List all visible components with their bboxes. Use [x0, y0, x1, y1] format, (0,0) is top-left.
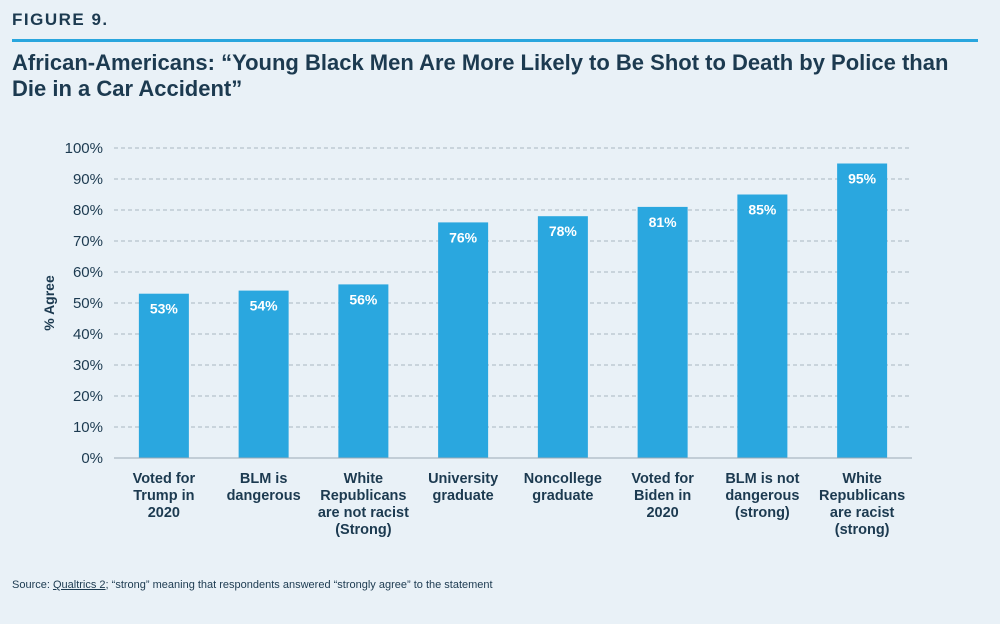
data-label: 54%: [250, 298, 279, 314]
x-category-label: BLM is dangerous: [227, 471, 301, 504]
y-axis-label: % Agree: [41, 275, 57, 331]
bar: [438, 222, 489, 458]
x-category-label: Voted for Biden in 2020: [631, 471, 694, 521]
data-label: 53%: [150, 301, 179, 317]
bar: [138, 293, 189, 458]
figure-label: FIGURE 9.: [12, 10, 109, 29]
y-tick-label: 80%: [73, 202, 103, 219]
y-tick-label: 100%: [65, 140, 103, 157]
bar: [737, 194, 788, 458]
bar-chart: 0% 10% 20% 30% 40% 50% 60% 70% 80% 90% 100% % Agre…: [41, 140, 912, 538]
y-tick-label: 90%: [73, 171, 103, 188]
chart-title: African-Americans: “Young Black Men Are …: [12, 50, 949, 101]
gridlines: [114, 147, 912, 428]
x-category-label: White Republicans are racist (strong): [819, 471, 905, 538]
y-tick-label: 10%: [73, 419, 103, 436]
x-category-label: University graduate: [428, 471, 498, 504]
y-tick-label: 60%: [73, 264, 103, 281]
bar: [238, 290, 289, 458]
data-label: 56%: [349, 291, 378, 307]
data-label: 81%: [649, 214, 678, 230]
data-label: 78%: [549, 223, 578, 239]
data-label: 76%: [449, 229, 478, 245]
bar: [837, 163, 888, 458]
x-category-label: Noncollege graduate: [524, 471, 602, 504]
data-label: 95%: [848, 171, 877, 187]
y-tick-label: 20%: [73, 388, 103, 405]
y-tick-label: 50%: [73, 295, 103, 312]
bar: [338, 284, 389, 458]
source-prefix: Source:: [12, 579, 53, 591]
y-tick-label: 70%: [73, 233, 103, 250]
bars: [138, 163, 888, 458]
y-tick-label: 0%: [81, 450, 103, 467]
x-axis-categories: Voted for Trump in 2020 BLM is dangerous Whit…: [133, 471, 906, 538]
source-suffix: ; “strong” meaning that respondents answ…: [105, 579, 493, 591]
x-category-label: BLM is not dangerous (strong): [725, 471, 799, 521]
x-category-label: White Republicans are not racist (Strong): [318, 471, 409, 538]
y-tick-label: 30%: [73, 357, 103, 374]
bar: [637, 206, 688, 458]
data-labels: 53% 54% 56% 76% 78% 81% 85% 95%: [150, 171, 877, 317]
x-category-label: Voted for Trump in 2020: [133, 471, 196, 521]
data-label: 85%: [748, 202, 777, 218]
y-axis-ticks: 0% 10% 20% 30% 40% 50% 60% 70% 80% 90% 100%: [65, 140, 103, 467]
y-tick-label: 40%: [73, 326, 103, 343]
header-rule: [12, 39, 978, 42]
source-note: Source: Qualtrics 2; “strong” meaning th…: [12, 579, 493, 591]
bar: [537, 216, 588, 458]
source-link[interactable]: Qualtrics 2: [52, 579, 106, 591]
